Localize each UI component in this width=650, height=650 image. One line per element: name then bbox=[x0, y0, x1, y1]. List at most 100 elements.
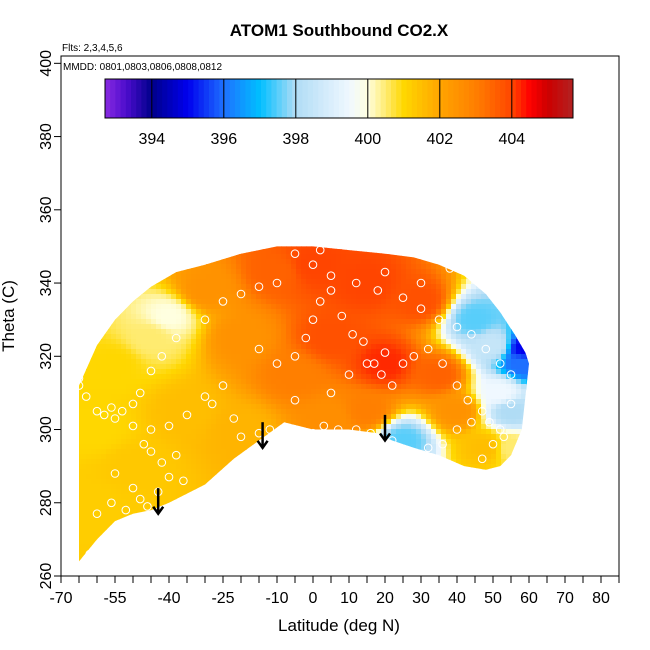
heatmap-cell bbox=[201, 294, 207, 300]
heatmap-cell bbox=[246, 374, 252, 380]
heatmap-cell bbox=[386, 329, 392, 335]
heatmap-cell bbox=[361, 434, 367, 440]
heatmap-cell bbox=[356, 269, 362, 275]
heatmap-cell bbox=[111, 494, 117, 500]
heatmap-cell bbox=[286, 374, 292, 380]
heatmap-cell bbox=[241, 399, 247, 405]
heatmap-cell bbox=[291, 464, 297, 470]
heatmap-cell bbox=[281, 524, 287, 530]
heatmap-cell bbox=[421, 514, 427, 520]
heatmap-cell bbox=[321, 549, 327, 555]
heatmap-cell bbox=[181, 389, 187, 395]
heatmap-cell bbox=[156, 374, 162, 380]
heatmap-cell bbox=[151, 494, 157, 500]
heatmap-cell bbox=[176, 384, 182, 390]
heatmap-cell bbox=[111, 259, 117, 265]
heatmap-cell bbox=[251, 434, 257, 440]
heatmap-cell bbox=[286, 364, 292, 370]
heatmap-cell bbox=[156, 334, 162, 340]
heatmap-cell bbox=[286, 539, 292, 545]
heatmap-cell bbox=[411, 514, 417, 520]
heatmap-cell bbox=[101, 299, 107, 305]
heatmap-cell bbox=[71, 279, 77, 285]
heatmap-cell bbox=[406, 484, 412, 490]
heatmap-cell bbox=[146, 454, 152, 460]
heatmap-cell bbox=[196, 394, 202, 400]
heatmap-cell bbox=[251, 559, 257, 562]
heatmap-cell bbox=[431, 564, 437, 570]
heatmap-cell bbox=[391, 314, 397, 320]
heatmap-cell bbox=[381, 364, 387, 370]
heatmap-cell bbox=[71, 364, 77, 370]
heatmap-cell bbox=[141, 309, 147, 315]
heatmap-cell bbox=[351, 259, 357, 265]
heatmap-cell bbox=[211, 389, 217, 395]
heatmap-cell bbox=[391, 329, 397, 335]
heatmap-cell bbox=[421, 339, 427, 345]
heatmap-cell bbox=[401, 339, 407, 345]
heatmap-cell bbox=[96, 389, 102, 395]
heatmap-cell bbox=[391, 544, 397, 550]
heatmap-cell bbox=[276, 279, 282, 285]
heatmap-cell bbox=[151, 554, 157, 560]
heatmap-cell bbox=[341, 479, 347, 485]
heatmap-cell bbox=[226, 344, 232, 350]
heatmap-cell bbox=[191, 329, 197, 335]
heatmap-cell bbox=[91, 259, 97, 265]
heatmap-cell bbox=[446, 299, 452, 305]
heatmap-cell bbox=[351, 564, 357, 570]
heatmap-cell bbox=[106, 274, 112, 280]
heatmap-cell bbox=[176, 564, 182, 570]
heatmap-cell bbox=[276, 509, 282, 515]
heatmap-cell bbox=[361, 549, 367, 555]
heatmap-cell bbox=[146, 374, 152, 380]
heatmap-cell bbox=[356, 489, 362, 495]
heatmap-cell bbox=[281, 484, 287, 490]
heatmap-cell bbox=[436, 484, 442, 490]
heatmap-cell bbox=[371, 324, 377, 330]
heatmap-cell bbox=[311, 554, 317, 560]
heatmap-cell bbox=[351, 469, 357, 475]
heatmap-cell bbox=[176, 379, 182, 385]
heatmap-cell bbox=[226, 479, 232, 485]
heatmap-cell bbox=[166, 239, 172, 245]
heatmap-cell bbox=[196, 314, 202, 320]
heatmap-cell bbox=[126, 239, 132, 245]
heatmap-cell bbox=[136, 549, 142, 555]
heatmap-cell bbox=[391, 289, 397, 295]
heatmap-cell bbox=[196, 364, 202, 370]
heatmap-cell bbox=[91, 299, 97, 305]
heatmap-cell bbox=[231, 329, 237, 335]
heatmap-cell bbox=[79, 509, 82, 515]
heatmap-cell bbox=[221, 414, 227, 420]
heatmap-cell bbox=[206, 419, 212, 425]
heatmap-cell bbox=[156, 314, 162, 320]
heatmap-cell bbox=[151, 259, 157, 265]
heatmap-cell bbox=[386, 419, 392, 425]
heatmap-cell bbox=[191, 444, 197, 450]
heatmap-cell bbox=[81, 449, 87, 455]
heatmap-cell bbox=[411, 309, 417, 315]
heatmap-cell bbox=[286, 544, 292, 550]
heatmap-cell bbox=[211, 524, 217, 530]
heatmap-cell bbox=[441, 469, 447, 475]
heatmap-cell bbox=[356, 554, 362, 560]
heatmap-cell bbox=[311, 369, 317, 375]
heatmap-cell bbox=[171, 474, 177, 480]
heatmap-cell bbox=[226, 404, 232, 410]
heatmap-cell bbox=[401, 439, 407, 445]
heatmap-cell bbox=[79, 334, 82, 340]
heatmap-cell bbox=[281, 474, 287, 480]
heatmap-cell bbox=[146, 349, 152, 355]
heatmap-cell bbox=[381, 464, 387, 470]
heatmap-cell bbox=[156, 349, 162, 355]
heatmap-cell bbox=[79, 299, 82, 305]
heatmap-cell bbox=[191, 449, 197, 455]
heatmap-cell bbox=[71, 539, 77, 545]
heatmap-cell bbox=[121, 424, 127, 430]
heatmap-cell bbox=[81, 324, 87, 330]
heatmap-cell bbox=[121, 549, 127, 555]
heatmap-cell bbox=[131, 359, 137, 365]
heatmap-cell bbox=[211, 484, 217, 490]
heatmap-cell bbox=[436, 264, 442, 270]
